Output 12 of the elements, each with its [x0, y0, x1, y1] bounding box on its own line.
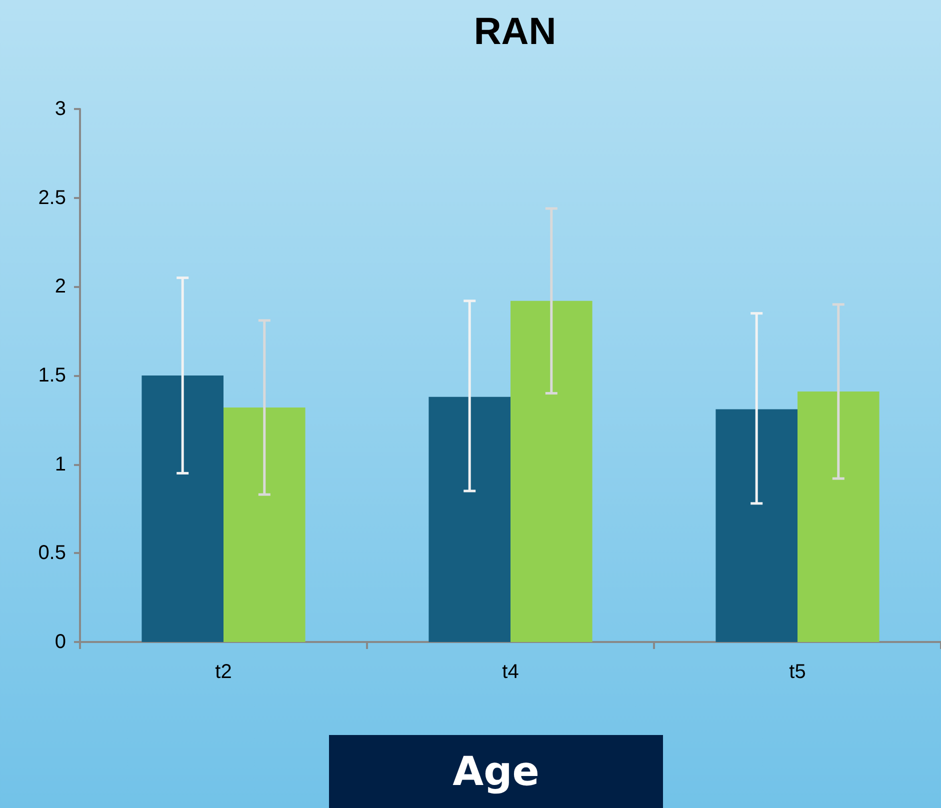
- y-tick-label: 2.5: [38, 186, 66, 209]
- y-tick-label: 0: [54, 631, 66, 653]
- x-tick-label: t2: [215, 661, 232, 683]
- x-axis-title: Age: [329, 735, 663, 808]
- y-tick-label: 1.5: [38, 364, 66, 386]
- y-tick-label: 3: [54, 98, 66, 120]
- x-tick-label: t4: [502, 661, 519, 683]
- y-tick-label: 0.5: [38, 542, 66, 564]
- y-tick-label: 1: [54, 453, 66, 476]
- chart-title: RAN: [474, 11, 556, 53]
- x-tick-label: t5: [789, 661, 806, 683]
- y-tick-label: 2: [54, 276, 66, 298]
